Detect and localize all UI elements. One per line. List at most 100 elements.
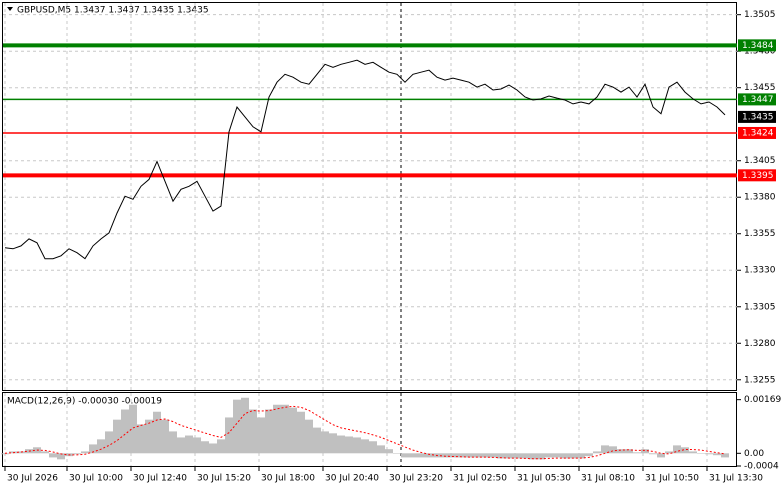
- y-tick-label: 1.3330: [744, 266, 776, 276]
- macd-bar: [209, 443, 217, 454]
- macd-bar: [609, 446, 617, 454]
- y-tick-label: 1.3305: [744, 302, 776, 312]
- macd-bar: [49, 453, 57, 458]
- current-price-label: 1.3435: [742, 112, 774, 122]
- macd-bar: [577, 453, 585, 459]
- macd-bar: [41, 451, 49, 454]
- macd-bar: [425, 453, 433, 458]
- macd-bar: [537, 453, 545, 460]
- macd-bar: [705, 453, 713, 455]
- level-label-box: [738, 39, 776, 52]
- macd-bar: [113, 419, 121, 454]
- x-tick-label: 31 Jul 13:30: [709, 474, 763, 484]
- y-tick-label: 1.3280: [744, 339, 776, 349]
- macd-bar: [585, 453, 593, 457]
- macd-bar: [121, 409, 129, 454]
- y-tick-label: -0.0004: [744, 462, 779, 472]
- macd-bar: [505, 453, 513, 459]
- x-tick-label: 30 Jul 15:20: [197, 474, 251, 484]
- macd-bar: [89, 444, 97, 454]
- macd-bar: [569, 453, 577, 459]
- menu-arrow[interactable]: [7, 7, 13, 11]
- macd-bar: [625, 449, 633, 454]
- macd-bar: [81, 451, 89, 454]
- y-tick-label: 1.3355: [744, 229, 776, 239]
- y-tick-label: 0.00169: [744, 395, 781, 405]
- macd-bar: [465, 453, 473, 458]
- x-tick-label: 30 Jul 12:40: [133, 474, 187, 484]
- macd-bar: [353, 437, 361, 454]
- y-tick-label: 1.3380: [744, 193, 776, 203]
- macd-bar: [593, 451, 601, 454]
- macd-bar: [161, 419, 169, 454]
- macd-bar: [145, 419, 153, 454]
- macd-bar: [521, 453, 529, 459]
- x-tick-label: 30 Jul 23:20: [389, 474, 443, 484]
- macd-bar: [417, 453, 425, 458]
- macd-bar: [329, 433, 337, 454]
- macd-bar: [321, 431, 329, 454]
- macd-bar: [201, 441, 209, 454]
- macd-bar: [689, 451, 697, 454]
- macd-bar: [489, 453, 497, 458]
- signal-line: [4, 405, 726, 460]
- macd-bar: [385, 449, 393, 454]
- x-tick-label: 30 Jul 10:00: [69, 474, 123, 484]
- macd-bar: [297, 411, 305, 454]
- current-price-box: [738, 110, 776, 123]
- macd-bar: [393, 453, 401, 454]
- macd-bar: [369, 441, 377, 454]
- x-tick-label: 31 Jul 08:10: [581, 474, 635, 484]
- macd-bar: [57, 453, 65, 460]
- macd-panel: [2, 392, 737, 467]
- y-tick-label: 0.00: [744, 449, 764, 459]
- macd-bar: [265, 409, 273, 454]
- macd-bar: [553, 453, 561, 458]
- y-tick-label: 1.3455: [744, 83, 776, 93]
- price-panel: [2, 2, 737, 391]
- price-line: [4, 59, 726, 260]
- y-tick-label: 1.3255: [744, 375, 776, 385]
- macd-bar: [313, 427, 321, 454]
- level-label-box: [738, 169, 776, 182]
- macd-bar: [441, 453, 449, 458]
- macd-bar: [153, 411, 161, 454]
- macd-bar: [257, 417, 265, 454]
- macd-bar: [561, 453, 569, 459]
- macd-bar: [97, 439, 105, 454]
- macd-bar: [473, 453, 481, 458]
- macd-bar: [657, 453, 665, 458]
- macd-bar: [289, 407, 297, 454]
- macd-bar: [545, 453, 553, 458]
- macd-bar: [233, 399, 241, 454]
- macd-bar: [513, 453, 521, 459]
- level-label: 1.3447: [742, 95, 774, 105]
- level-label: 1.3484: [742, 41, 774, 51]
- macd-bar: [249, 409, 257, 454]
- level-label: 1.3395: [742, 171, 774, 181]
- macd-bar: [497, 453, 505, 459]
- level-label-box: [738, 126, 776, 139]
- macd-bar: [193, 437, 201, 454]
- macd-bar: [73, 453, 81, 455]
- level-label: 1.3424: [742, 128, 774, 138]
- macd-bar: [129, 404, 137, 454]
- macd-bar: [169, 431, 177, 454]
- y-tick-label: 1.3405: [744, 156, 776, 166]
- macd-bar: [449, 453, 457, 458]
- macd-bar: [409, 453, 417, 458]
- macd-bar: [721, 453, 729, 458]
- chart-title: GBPUSD,M5 1.3437 1.3437 1.3435 1.3435: [17, 6, 209, 16]
- macd-bar: [105, 431, 113, 454]
- macd-bar: [273, 404, 281, 454]
- macd-bar: [361, 439, 369, 454]
- macd-bar: [1, 453, 9, 455]
- macd-bar: [673, 445, 681, 454]
- macd-bar: [345, 436, 353, 454]
- macd-bar: [401, 453, 409, 458]
- level-label-box: [738, 93, 776, 106]
- macd-bar: [649, 453, 657, 455]
- x-tick-label: 30 Jul 2026: [7, 474, 58, 484]
